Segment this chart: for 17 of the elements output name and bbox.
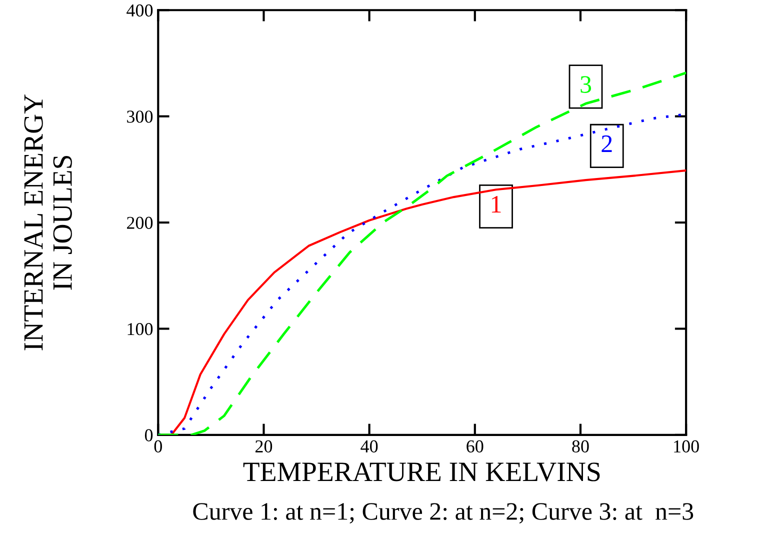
y-axis-title: INTERNAL ENERGY IN JOULES (24, 94, 72, 350)
x-tick-label: 60 (466, 440, 484, 452)
x-axis-title: TEMPERATURE IN KELVINS (243, 462, 600, 482)
x-tick-label: 100 (674, 440, 699, 452)
x-tick-label: 80 (572, 440, 589, 452)
y-tick-label: 0 (144, 429, 153, 442)
x-tick-label: 0 (154, 440, 162, 452)
y-tick-label: 400 (126, 4, 153, 17)
y-tick-label: 200 (126, 216, 153, 229)
x-tick-label: 40 (360, 440, 378, 452)
series-label: 2 (602, 135, 612, 152)
y-tick-label: 300 (127, 110, 153, 123)
x-tick-label: 20 (256, 440, 272, 452)
series-label: 1 (492, 196, 501, 213)
y-tick-label: 100 (128, 322, 153, 336)
text: Curve 1: at n=1; Curve 2: at n=2; Curve 3: at n=3 (193, 503, 694, 524)
series-label: 3 (580, 76, 592, 93)
